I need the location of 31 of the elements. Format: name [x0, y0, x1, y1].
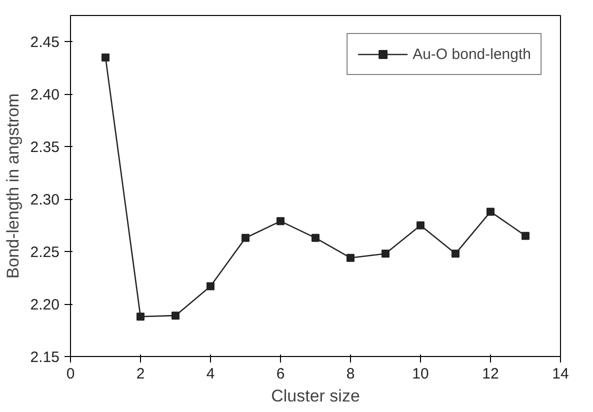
point: [102, 53, 110, 62]
x-tick-label: 10: [412, 366, 429, 382]
x-axis-title: Cluster size: [271, 386, 360, 406]
point: [206, 282, 214, 290]
point: [312, 234, 320, 242]
x-tick-label: 0: [66, 366, 75, 382]
y-tick-label: 2.20: [30, 296, 60, 314]
point: [382, 250, 390, 258]
x-tick-label: 4: [206, 366, 215, 382]
legend-label: Au-O bond-length: [412, 46, 531, 62]
point: [346, 254, 354, 262]
point: [242, 234, 250, 242]
point: [172, 312, 180, 320]
point: [416, 221, 424, 230]
point: [486, 208, 494, 216]
point: [276, 217, 284, 226]
x-tick-label: 2: [136, 366, 145, 382]
x-tick-label: 6: [276, 366, 285, 382]
point: [452, 250, 460, 258]
point: [522, 232, 530, 240]
y-tick-label: 2.35: [30, 139, 60, 156]
point: [136, 312, 144, 321]
x-tick-label: 12: [482, 366, 499, 382]
x-tick-label: 14: [552, 366, 569, 382]
y-axis-title: Bond-length in angstrom: [3, 93, 22, 279]
y-tick-label: 2.25: [30, 244, 60, 262]
y-tick-label: 2.40: [30, 86, 60, 104]
y-tick-label: 2.45: [30, 34, 60, 52]
y-tick-label: 2.15: [30, 349, 60, 366]
x-tick-label: 8: [346, 366, 355, 382]
y-tick-label: 2.30: [30, 192, 60, 209]
